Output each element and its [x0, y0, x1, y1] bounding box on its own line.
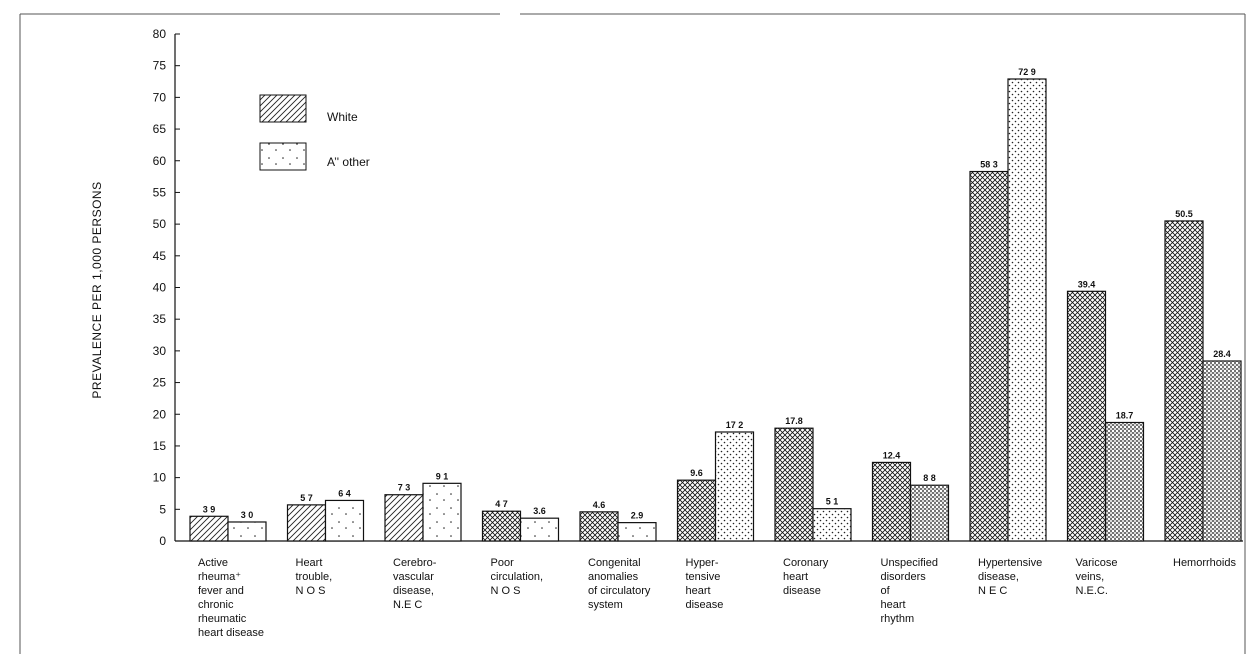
bar-all-other: [1202, 360, 1242, 542]
x-category-label: Poor circulation, N O S: [491, 557, 544, 597]
bar-white: [969, 170, 1009, 542]
data-label: 12.4: [883, 450, 901, 460]
data-label: 3.6: [533, 506, 546, 516]
y-tick-label: 55: [153, 185, 167, 199]
bar-all-other: [227, 521, 267, 542]
x-category-label: Coronary heart disease: [783, 557, 829, 597]
data-label: 50.5: [1175, 209, 1193, 219]
x-category-label: Hemorrhoids: [1173, 557, 1236, 569]
legend: White A’' other: [259, 94, 370, 171]
data-label: 3 0: [241, 510, 254, 520]
data-label: 4 7: [495, 499, 508, 509]
y-tick-label: 20: [153, 407, 167, 421]
data-label: 9.6: [690, 468, 703, 478]
bar-white: [189, 515, 229, 542]
value-labels: 3 9 3 0 5 7 6 4 7 3 9 1 4 7 3.6 4.6 2.9 9.6 17 2 17.…: [203, 67, 1231, 521]
bar-all-other: [617, 522, 657, 542]
data-label: 17 2: [726, 420, 744, 430]
data-label: 17.8: [785, 416, 803, 426]
data-label: 5 1: [826, 497, 839, 507]
bar-white: [774, 427, 814, 542]
data-label: 5 7: [300, 493, 313, 503]
bar-white: [579, 511, 619, 542]
y-tick-label: 80: [153, 27, 167, 41]
x-category-label: Hyper-tensive heart disease: [686, 557, 724, 611]
y-tick-label: 70: [153, 90, 167, 104]
y-tick-label: 5: [159, 502, 166, 516]
bar-all-other: [909, 484, 950, 542]
data-label: 39.4: [1078, 279, 1096, 289]
data-label: 28.4: [1213, 349, 1231, 359]
data-label: 3 9: [203, 504, 216, 514]
legend-label-white: White: [327, 110, 358, 124]
bar-white: [1164, 220, 1204, 542]
y-tick-label: 10: [153, 471, 167, 485]
y-tick-label: 60: [153, 154, 167, 168]
bar-white: [286, 504, 327, 542]
bar-white: [481, 510, 522, 542]
x-category-label: Unspecified disorders of heart rhythm: [881, 557, 938, 625]
data-label: 72 9: [1018, 67, 1036, 77]
data-label: 7 3: [398, 483, 411, 493]
x-category-label: Active rheuma⁺ fever and chronic rheumatic he…: [198, 557, 264, 639]
y-tick-label: 40: [153, 281, 167, 295]
data-label: 2.9: [631, 511, 644, 521]
legend-label-all-other: A’' other: [327, 155, 370, 169]
y-axis-title: PREVALENCE PER 1,000 PERSONS: [90, 181, 104, 398]
y-tick-label: 35: [153, 312, 167, 326]
y-tick-label: 0: [159, 534, 166, 548]
data-label: 58 3: [980, 160, 998, 170]
data-label: 6 4: [338, 488, 351, 498]
y-tick-label: 30: [153, 344, 167, 358]
legend-swatch-white: [259, 94, 307, 123]
bar-all-other: [812, 508, 852, 542]
x-category-label: Hypertensive disease, N E C: [978, 557, 1042, 597]
bar-all-other: [324, 499, 365, 542]
bar-white: [384, 494, 424, 542]
data-label: 18.7: [1116, 410, 1134, 420]
y-tick-label: 50: [153, 217, 167, 231]
bar-all-other: [1007, 78, 1047, 542]
x-category-label: Cerebro-vascular disease, N.E C: [393, 557, 437, 611]
y-tick-label: 15: [153, 439, 167, 453]
bar-white: [871, 461, 912, 542]
category-labels: Active rheuma⁺ fever and chronic rheumatic he…: [198, 557, 1236, 639]
y-tick-label: 25: [153, 376, 167, 390]
x-category-label: Congenital anomalies of circulatory system: [588, 557, 651, 611]
bar-all-other: [1104, 421, 1145, 542]
data-label: 4.6: [593, 500, 606, 510]
bar-all-other: [714, 431, 755, 542]
data-label: 8 8: [923, 473, 936, 483]
y-tick-label: 75: [153, 59, 167, 73]
x-category-label: Heart trouble, N O S: [296, 557, 333, 597]
y-tick-label: 45: [153, 249, 167, 263]
bar-all-other: [422, 482, 462, 542]
legend-swatch-all-other: [259, 142, 307, 171]
x-category-label: Varicose veins, N.E.C.: [1076, 557, 1118, 597]
bar-all-other: [519, 517, 560, 542]
bars: [189, 78, 1242, 542]
y-tick-label: 65: [153, 122, 167, 136]
bar-white: [676, 479, 717, 542]
bar-white: [1066, 290, 1107, 542]
data-label: 9 1: [436, 471, 449, 481]
